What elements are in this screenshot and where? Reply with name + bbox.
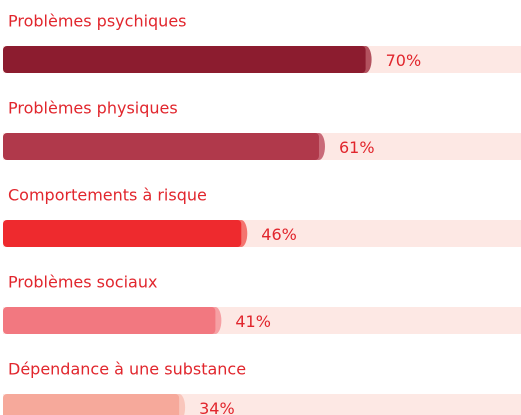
value-label: 70% (386, 51, 422, 70)
bar (3, 46, 366, 73)
bar (3, 220, 242, 247)
category-label: Dépendance à une substance (8, 360, 246, 379)
category-label: Problèmes sociaux (8, 273, 157, 292)
category-label: Problèmes psychiques (8, 12, 187, 31)
bar (3, 307, 216, 334)
value-label: 61% (339, 138, 375, 157)
bar (3, 133, 319, 160)
value-label: 46% (261, 225, 297, 244)
category-label: Problèmes physiques (8, 99, 178, 118)
value-label: 41% (235, 312, 271, 331)
bar (3, 394, 180, 415)
value-label: 34% (199, 399, 235, 415)
category-label: Comportements à risque (8, 186, 207, 205)
